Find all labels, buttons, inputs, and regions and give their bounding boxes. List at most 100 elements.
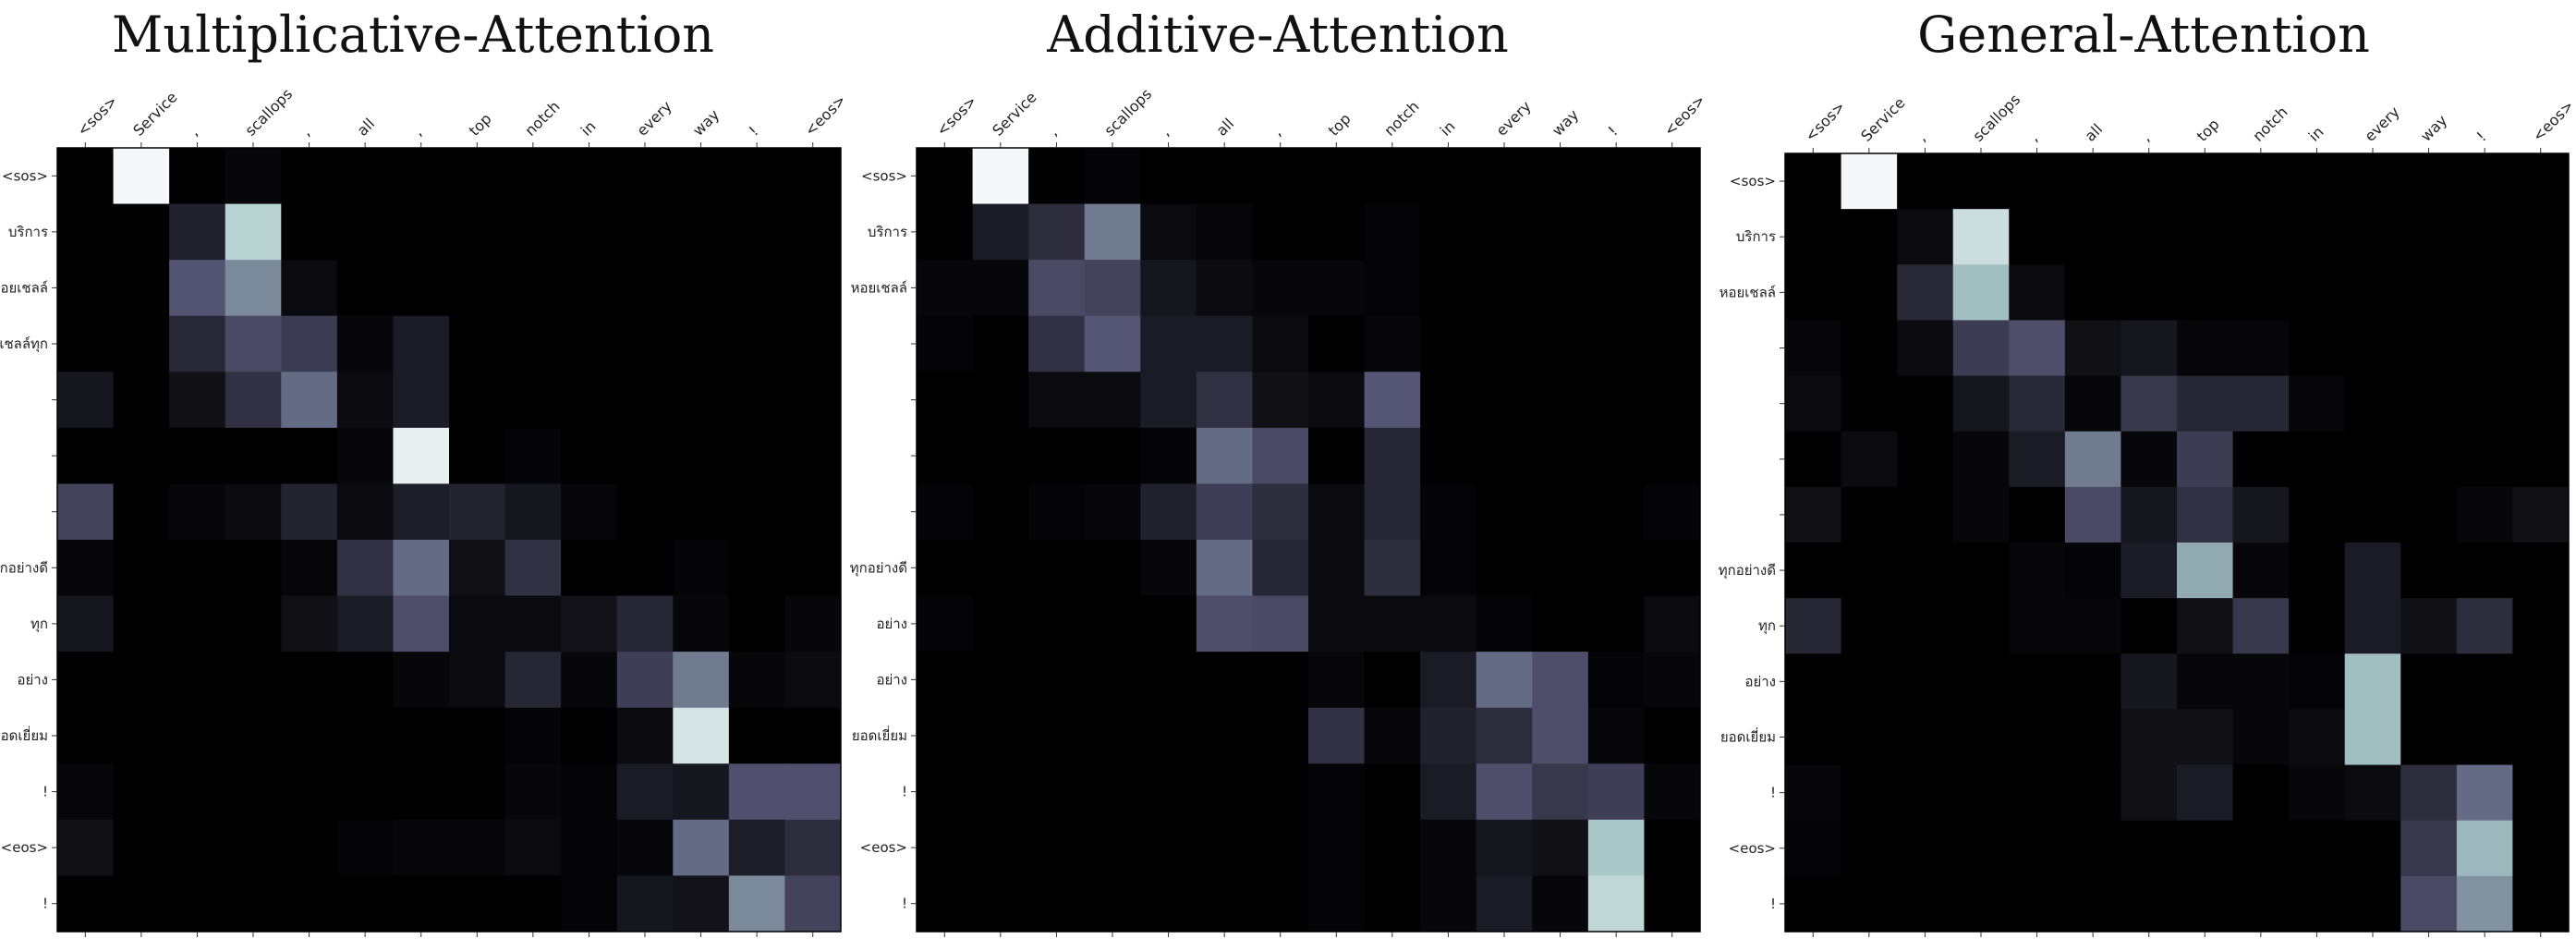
heatmap-cell	[917, 203, 974, 261]
y-tick-label: !	[902, 896, 907, 912]
heatmap-cell	[449, 148, 506, 205]
heatmap-cell	[2456, 764, 2513, 822]
heatmap-cell	[336, 875, 394, 933]
heatmap-cell	[2344, 709, 2401, 766]
heatmap-cell	[561, 819, 618, 876]
heatmap-cell	[1252, 595, 1309, 652]
heatmap-cell	[1587, 315, 1645, 372]
heatmap-cell	[57, 148, 115, 205]
heatmap-cell	[2120, 320, 2178, 377]
heatmap-cell	[1364, 260, 1421, 317]
heatmap-cell	[1587, 707, 1645, 764]
heatmap-cell	[917, 652, 974, 709]
x-tick-label: every	[633, 97, 674, 139]
x-tick-label: ,	[1157, 124, 1173, 140]
heatmap-cell	[1532, 652, 1589, 709]
heatmap-cell	[2400, 653, 2458, 710]
heatmap-cell	[1532, 540, 1589, 597]
heatmap-cell	[2512, 486, 2570, 543]
heatmap-cell	[2120, 264, 2178, 321]
x-tick-label: <eos>	[801, 91, 849, 140]
heatmap-frame	[916, 147, 1701, 933]
heatmap-cell	[1841, 486, 1898, 543]
heatmap-cell	[1140, 260, 1197, 317]
heatmap-cell	[113, 875, 170, 933]
x-tick-label: notch	[2249, 103, 2290, 144]
heatmap-cell	[2456, 709, 2513, 766]
heatmap-cell	[917, 875, 974, 933]
heatmap-cell	[169, 707, 226, 764]
heatmap-title: Additive-Attention	[1046, 6, 1509, 64]
heatmap-cell	[2120, 543, 2178, 599]
x-tick-label: top	[2193, 116, 2223, 145]
heatmap-cell	[2512, 320, 2570, 377]
heatmap-cell	[1476, 427, 1533, 484]
heatmap-cell	[1587, 540, 1645, 597]
heatmap-cell	[561, 260, 618, 317]
heatmap-cell	[673, 203, 730, 261]
heatmap-cell	[1252, 875, 1309, 933]
heatmap-cell	[1897, 320, 1954, 377]
y-tick-label: ทุกอย่างดี	[0, 559, 48, 577]
heatmap-cell	[1785, 653, 1842, 710]
heatmap-cell	[1308, 372, 1366, 429]
heatmap-cell	[2009, 764, 2066, 822]
heatmap-cell	[2177, 598, 2234, 654]
heatmap-cell	[2064, 375, 2121, 433]
heatmap-cell	[972, 763, 1029, 821]
heatmap-cell	[225, 427, 282, 484]
x-tick-label: ,	[409, 124, 425, 140]
heatmap-cell	[784, 763, 842, 821]
heatmap-cell	[728, 819, 785, 876]
heatmap-cell	[1532, 260, 1589, 317]
heatmap-cell	[1364, 819, 1421, 876]
heatmap-cell	[504, 260, 562, 317]
heatmap-cell	[113, 595, 170, 652]
heatmap-cell	[1364, 427, 1421, 484]
heatmap-cell	[169, 372, 226, 429]
y-tick-label: <sos>	[1730, 173, 1776, 189]
heatmap-cell	[1308, 427, 1366, 484]
heatmap-cell	[1785, 375, 1842, 433]
heatmap-cell	[57, 875, 115, 933]
heatmap-cell	[2177, 709, 2234, 766]
heatmap-cell	[2120, 820, 2178, 877]
heatmap-cell	[2232, 486, 2290, 543]
heatmap-cell	[2289, 653, 2346, 710]
heatmap-cell	[393, 427, 450, 484]
heatmap-cell	[2344, 486, 2401, 543]
heatmap-cell	[281, 763, 338, 821]
heatmap-cell	[1420, 875, 1477, 933]
heatmap-cell	[2456, 431, 2513, 488]
heatmap-cell	[2120, 431, 2178, 488]
heatmap-cell	[225, 260, 282, 317]
heatmap-cell	[1084, 315, 1141, 372]
heatmap-cell	[1196, 540, 1253, 597]
heatmap-cell	[1308, 260, 1366, 317]
heatmap-cell	[1364, 540, 1421, 597]
heatmap-cell	[1841, 543, 1898, 599]
heatmap-cell	[784, 260, 842, 317]
heatmap-cell	[1364, 483, 1421, 541]
heatmap-cell	[784, 652, 842, 709]
heatmap-cell	[1140, 652, 1197, 709]
heatmap-cell	[784, 427, 842, 484]
heatmap-cell	[225, 763, 282, 821]
heatmap-cell	[561, 427, 618, 484]
heatmap-cell	[449, 707, 506, 764]
heatmap-cell	[1897, 486, 1954, 543]
heatmap-cell	[1364, 595, 1421, 652]
heatmap-cell	[2064, 598, 2121, 654]
heatmap-cell	[972, 315, 1029, 372]
heatmap-cell	[1952, 543, 2010, 599]
x-tick-label: Service	[129, 89, 180, 140]
heatmap-cell	[616, 372, 674, 429]
heatmap-cell	[1084, 203, 1141, 261]
heatmap-cell	[504, 652, 562, 709]
heatmap-cell	[1952, 431, 2010, 488]
heatmap-cell	[673, 595, 730, 652]
heatmap-cell	[113, 260, 170, 317]
heatmap-cell	[1644, 707, 1701, 764]
heatmap-cell	[225, 652, 282, 709]
y-tick-label: บริการ	[1736, 228, 1776, 245]
